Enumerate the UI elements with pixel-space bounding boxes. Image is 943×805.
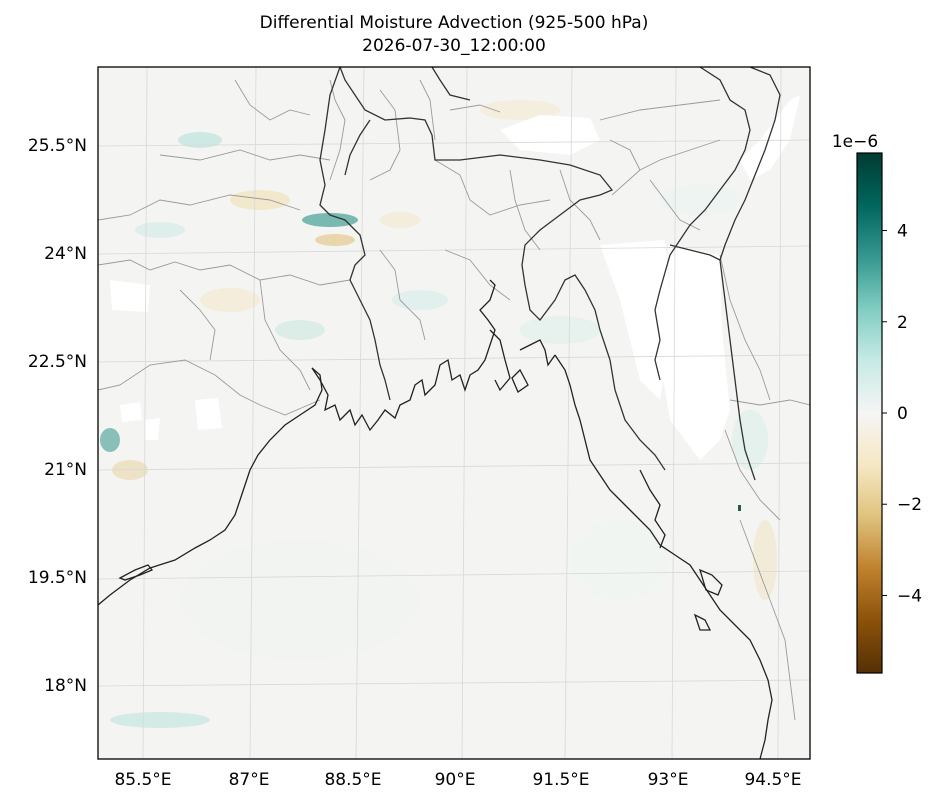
gridlines	[98, 67, 810, 759]
advection-field	[100, 100, 777, 728]
colorbar-tick-label: 0	[897, 404, 908, 424]
lat-tick-label: 19.5°N	[28, 568, 87, 588]
colorbar: 1e−6 4 2 0 −2 −4	[832, 132, 922, 674]
lat-tick-label: 21°N	[44, 460, 87, 480]
lat-tick-label: 24°N	[44, 244, 87, 264]
lat-tick-label: 25.5°N	[28, 136, 87, 156]
colorbar-scale	[856, 152, 883, 674]
coastlines	[98, 279, 773, 759]
masked-regions	[110, 95, 800, 460]
lon-tick-label: 88.5°E	[324, 770, 381, 790]
lon-tick-label: 91.5°E	[532, 770, 589, 790]
colorbar-tick-label: 4	[897, 222, 908, 242]
colorbar-tick-label: −2	[897, 495, 922, 515]
colorbar-tick-label: 2	[897, 313, 908, 333]
lat-tick-label: 22.5°N	[28, 352, 87, 372]
map-title: Differential Moisture Advection (925-500…	[259, 13, 649, 33]
lon-tick-label: 85.5°E	[114, 770, 171, 790]
lon-tick-label: 87°E	[229, 770, 270, 790]
lat-tick-label: 18°N	[44, 676, 87, 696]
colorbar-tick-label: −4	[897, 586, 922, 606]
lon-tick-label: 94.5°E	[744, 770, 801, 790]
map-panel	[97, 66, 811, 760]
lon-tick-label: 90°E	[435, 770, 476, 790]
longitude-tick-labels: 85.5°E 87°E 88.5°E 90°E 91.5°E 93°E 94.5°E	[114, 770, 801, 790]
colorbar-ticks: 4 2 0 −2 −4	[882, 222, 922, 606]
latitude-tick-labels: 25.5°N 24°N 22.5°N 21°N 19.5°N 18°N	[28, 136, 87, 696]
lon-tick-label: 93°E	[648, 770, 689, 790]
map-frame	[97, 66, 811, 760]
country-borders	[319, 67, 781, 481]
map-subtitle: 2026-07-30_12:00:00	[362, 36, 546, 56]
colorbar-exponent: 1e−6	[832, 132, 878, 152]
